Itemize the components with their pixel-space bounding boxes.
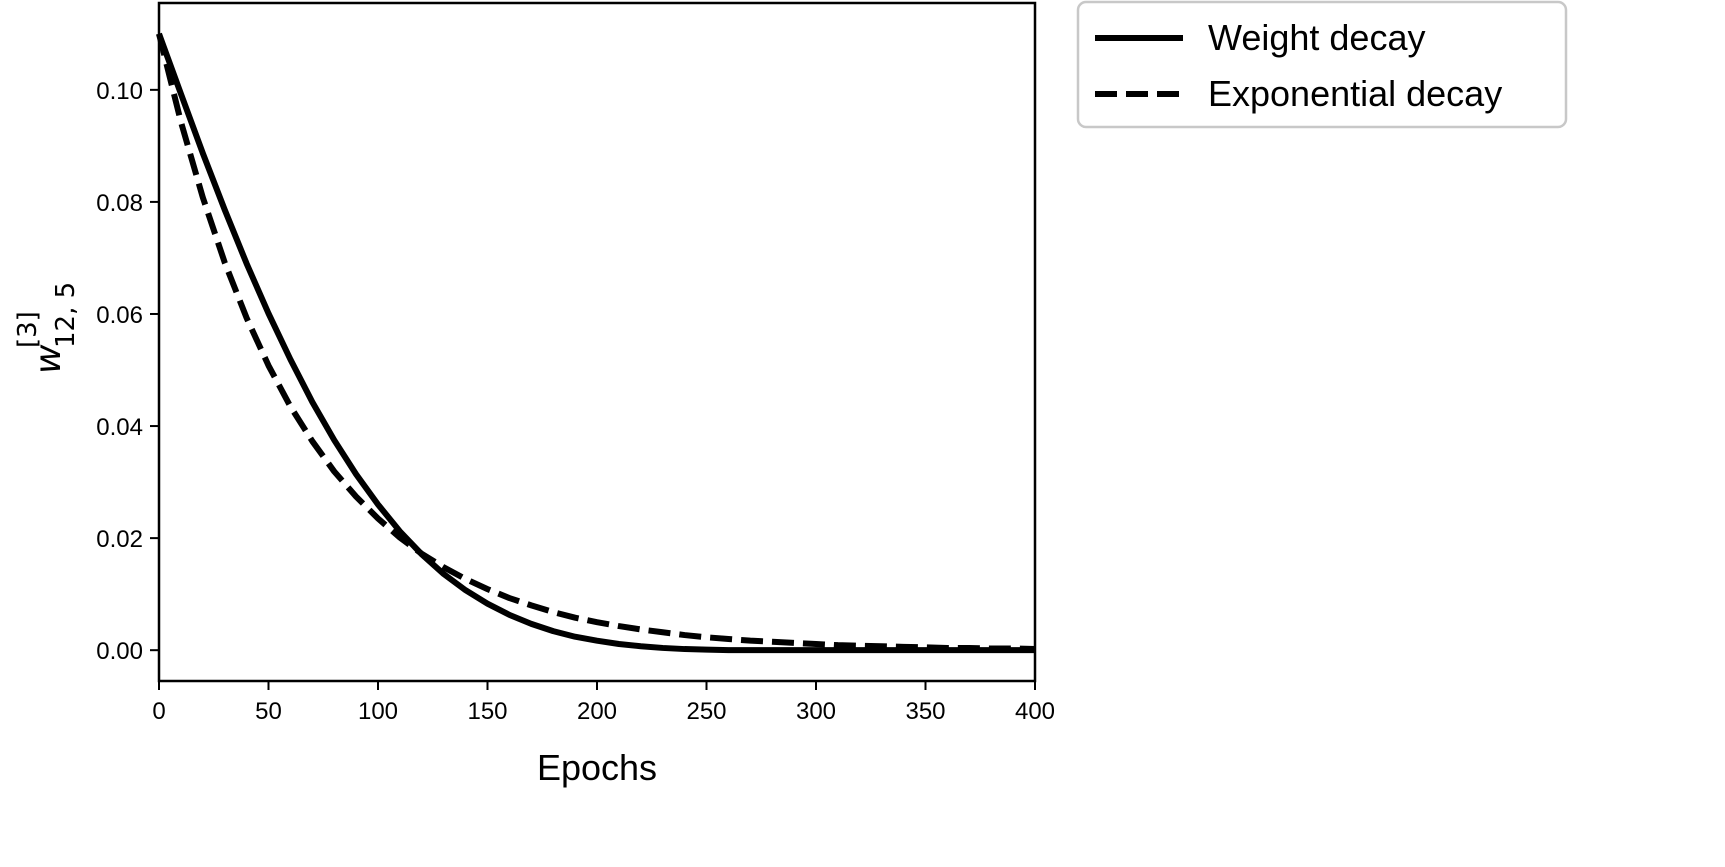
x-tick-label: 200 — [577, 698, 617, 725]
x-axis-label: Epochs — [537, 747, 657, 788]
x-tick-label: 50 — [255, 698, 282, 725]
y-axis-label-symbol: w — [28, 344, 69, 374]
x-tick-label: 400 — [1015, 698, 1055, 725]
y-tick-label: 0.08 — [96, 190, 143, 217]
legend-label-exponential-decay: Exponential decay — [1208, 73, 1502, 114]
series-layer — [156, 32, 1036, 654]
legend-box — [1076, 0, 1568, 129]
x-tick-label: 0 — [152, 698, 165, 725]
y-axis-label-superscript: [3] — [13, 311, 43, 348]
plot-area-frame — [157, 1, 1037, 683]
y-tick-label: 0.02 — [96, 526, 143, 553]
y-axis-label-subscript: 12, 5 — [51, 282, 81, 348]
legend-label-weight-decay: Weight decay — [1208, 17, 1425, 58]
series-line-exponential-decay — [156, 33, 1036, 653]
y-tick-label: 0.10 — [96, 78, 143, 105]
series-line-weight-decay — [156, 32, 1035, 654]
y-axis-label: w [3] 12, 5 — [13, 282, 81, 374]
legend: Weight decay Exponential decay — [1076, 0, 1568, 129]
x-tick-label: 100 — [358, 698, 398, 725]
x-ticks: 0 50 100 150 200 250 300 350 400 — [152, 681, 1055, 725]
y-tick-label: 0.04 — [96, 414, 143, 441]
x-tick-label: 300 — [796, 698, 836, 725]
y-ticks: 0.00 0.02 0.04 0.06 0.08 0.10 — [96, 78, 159, 665]
y-tick-label: 0.06 — [96, 302, 143, 329]
x-tick-label: 350 — [905, 698, 945, 725]
y-tick-label: 0.00 — [96, 638, 143, 665]
x-tick-label: 150 — [467, 698, 507, 725]
x-tick-label: 250 — [686, 698, 726, 725]
